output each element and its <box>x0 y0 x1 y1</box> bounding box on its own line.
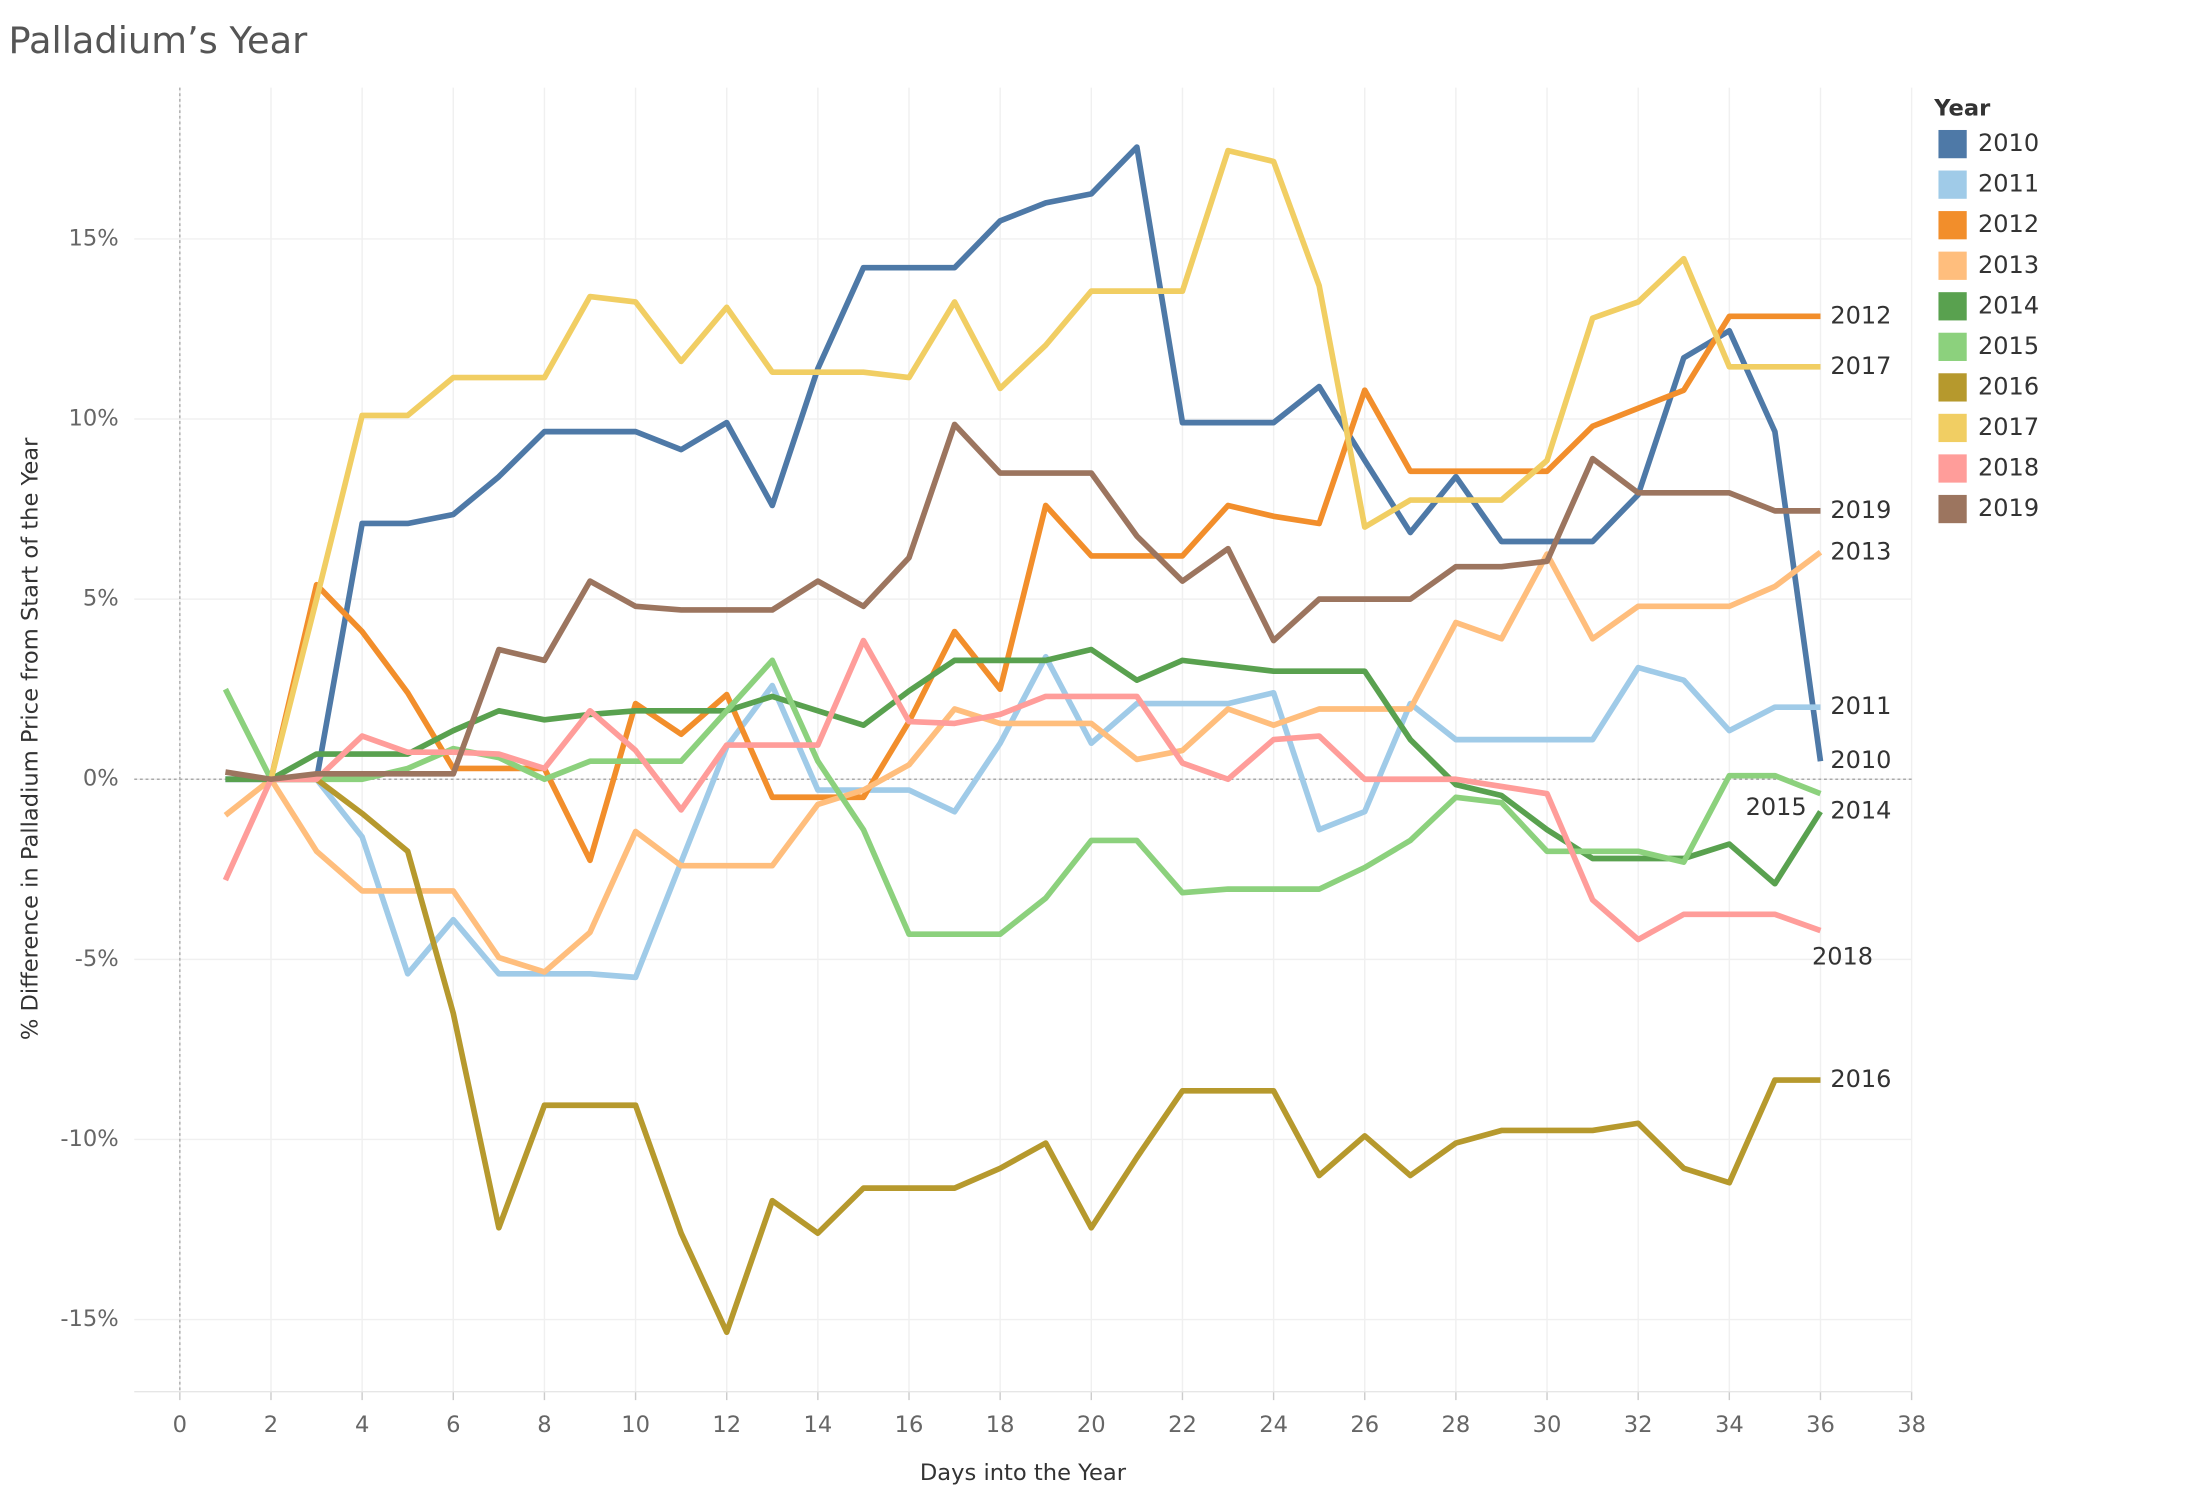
x-tick-label: 14 <box>803 1412 832 1438</box>
x-tick-label: 22 <box>1168 1412 1197 1438</box>
series-line <box>225 144 1824 783</box>
x-tick-label: 18 <box>986 1412 1015 1438</box>
series-line <box>225 653 1821 981</box>
end-label: 2013 <box>1830 537 1891 565</box>
end-label: 2017 <box>1830 352 1891 380</box>
legend-label: 2015 <box>1978 332 2039 360</box>
series-line <box>268 147 1821 780</box>
legend-label: 2011 <box>1978 170 2039 198</box>
legend-swatch <box>1938 251 1967 280</box>
legend-swatch <box>1938 454 1967 483</box>
x-tick-label: 2 <box>264 1412 278 1438</box>
legend-label: 2018 <box>1978 453 2039 481</box>
legend-swatch <box>1938 494 1967 524</box>
legend-label: 2014 <box>1978 291 2039 319</box>
series-line <box>224 421 1821 783</box>
x-tick-label: 34 <box>1715 1412 1744 1438</box>
legend-title: Year <box>1933 95 1991 121</box>
legend-swatch <box>1938 129 1967 159</box>
legend-swatch <box>1938 373 1967 402</box>
end-label: 2015 <box>1746 793 1807 821</box>
x-tick-label: 24 <box>1259 1412 1288 1438</box>
y-tick-label: 15% <box>69 225 119 251</box>
legend-label: 2013 <box>1978 251 2039 279</box>
x-tick-label: 4 <box>355 1412 369 1438</box>
chart-title: Palladium’s Year <box>9 19 309 62</box>
series-line <box>225 646 1823 887</box>
end-label: 2019 <box>1830 496 1891 524</box>
legend-label: 2010 <box>1978 129 2039 157</box>
series-line <box>222 637 1822 943</box>
y-tick-label: 5% <box>83 586 119 612</box>
series-line <box>268 313 1821 864</box>
x-axis-label: Days into the Year <box>920 1460 1127 1486</box>
y-axis-label: % Difference in Palladium Price from Sta… <box>18 437 44 1040</box>
end-label: 2016 <box>1830 1065 1891 1093</box>
legend-swatch <box>1938 332 1967 361</box>
x-tick-label: 20 <box>1077 1412 1106 1438</box>
y-tick-label: -10% <box>60 1126 118 1152</box>
y-tick-label: 10% <box>69 406 119 432</box>
end-label: 2011 <box>1830 692 1891 720</box>
x-tick-label: 6 <box>446 1412 460 1438</box>
end-label: 2012 <box>1830 301 1891 329</box>
y-tick-label: 0% <box>83 766 119 792</box>
x-tick-label: 16 <box>895 1412 924 1438</box>
x-tick-label: 28 <box>1442 1412 1471 1438</box>
end-label: 2014 <box>1830 797 1891 825</box>
x-tick-label: 10 <box>621 1412 650 1438</box>
x-tick-label: 38 <box>1897 1412 1926 1438</box>
y-tick-label: -5% <box>75 946 119 972</box>
legend-swatch <box>1938 211 1967 240</box>
legend-label: 2016 <box>1978 372 2039 400</box>
end-label: 2010 <box>1830 746 1891 774</box>
legend-swatch <box>1938 292 1967 321</box>
x-tick-label: 26 <box>1350 1412 1379 1438</box>
legend-label: 2012 <box>1978 210 2039 238</box>
x-tick-label: 12 <box>712 1412 741 1438</box>
legend-swatch <box>1938 170 1967 199</box>
x-tick-label: 0 <box>173 1412 187 1438</box>
series-line <box>223 550 1823 975</box>
y-tick-label: -15% <box>60 1306 118 1332</box>
legend-label: 2019 <box>1978 494 2039 522</box>
x-tick-label: 32 <box>1624 1412 1653 1438</box>
x-tick-label: 36 <box>1806 1412 1835 1438</box>
end-label: 2018 <box>1812 942 1873 970</box>
legend-label: 2017 <box>1978 413 2039 441</box>
legend-swatch <box>1938 413 1967 443</box>
x-tick-label: 8 <box>537 1412 551 1438</box>
x-tick-label: 30 <box>1533 1412 1562 1438</box>
series-line <box>270 776 1821 1336</box>
